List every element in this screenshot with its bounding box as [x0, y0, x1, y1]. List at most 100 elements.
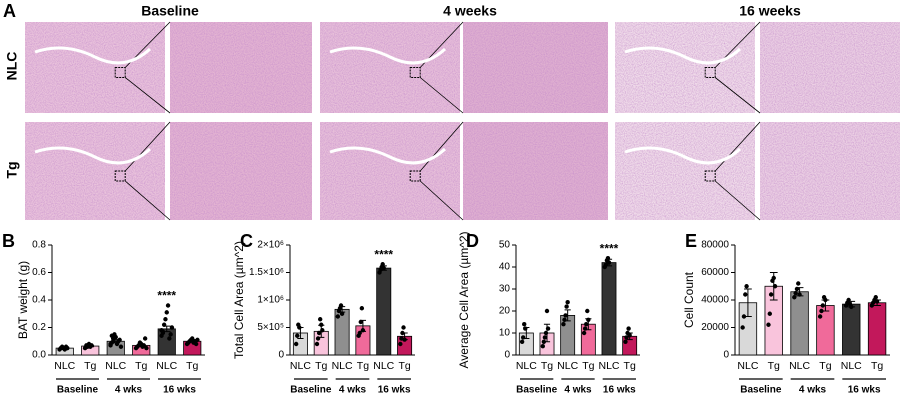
column-header: 4 weeks — [443, 3, 497, 19]
y-tick-label: 1.5×10⁶ — [249, 267, 284, 278]
data-point — [543, 330, 549, 336]
data-point — [766, 322, 771, 327]
data-point — [160, 330, 166, 336]
x-tick-label: Tg — [871, 360, 883, 372]
x-tick-label: Tg — [819, 360, 831, 372]
significance-label: **** — [600, 241, 619, 255]
data-point — [522, 322, 527, 327]
data-point — [819, 308, 824, 314]
data-point — [297, 325, 302, 330]
data-point — [563, 313, 568, 318]
x-tick-label: Tg — [624, 360, 636, 372]
data-point — [193, 341, 199, 347]
y-tick-label: 80000 — [701, 240, 729, 251]
data-point — [768, 292, 774, 297]
data-point — [767, 311, 772, 316]
zoom-box — [114, 67, 126, 78]
x-tick-label: NLC — [54, 360, 75, 372]
data-point — [627, 333, 632, 338]
x-tick-label: Tg — [768, 360, 780, 372]
data-point — [544, 308, 550, 314]
histology-overview — [615, 122, 755, 220]
data-point — [520, 335, 526, 340]
data-point — [295, 333, 300, 338]
data-point — [792, 295, 797, 300]
data-point — [581, 330, 587, 336]
y-tick-label: 0.6 — [32, 267, 46, 278]
data-point — [161, 322, 167, 327]
data-point — [317, 317, 323, 322]
data-point — [314, 341, 320, 347]
zoom-line — [419, 121, 464, 172]
data-point — [358, 319, 363, 325]
x-tick-label: Tg — [186, 360, 198, 372]
vessel — [624, 46, 742, 65]
y-tick-label: 0 — [723, 350, 729, 361]
data-point — [381, 265, 386, 271]
data-point — [796, 281, 801, 286]
x-tick-label: Tg — [315, 360, 327, 372]
data-point — [540, 344, 545, 349]
y-tick-label: 40 — [499, 262, 511, 273]
histology-zoom — [760, 122, 900, 220]
histology-overview — [615, 22, 755, 113]
panel-a — [25, 21, 900, 221]
data-point — [561, 322, 566, 327]
data-point — [163, 317, 168, 322]
data-point — [165, 303, 171, 308]
data-point — [873, 295, 878, 300]
group-label: 16 wks — [163, 385, 196, 396]
x-tick-label: Tg — [398, 360, 410, 372]
data-point — [401, 325, 406, 330]
data-point — [400, 330, 405, 336]
data-point — [820, 303, 825, 308]
data-point — [562, 317, 567, 322]
data-point — [118, 344, 124, 349]
data-point — [360, 328, 366, 333]
data-point — [794, 286, 800, 292]
data-point — [110, 339, 116, 344]
data-point — [359, 306, 365, 311]
data-point — [519, 339, 525, 344]
data-point — [605, 256, 611, 261]
data-point — [626, 326, 631, 331]
group-label: 4 wks — [339, 385, 367, 396]
data-point — [823, 297, 828, 303]
histology-overview — [320, 22, 460, 113]
data-point — [874, 299, 880, 304]
data-point — [771, 275, 776, 281]
column-header: Baseline — [141, 3, 199, 19]
y-axis-label: Cell Count — [682, 271, 696, 328]
x-tick-label: Tg — [582, 360, 594, 372]
group-label: 4 wks — [115, 385, 143, 396]
x-tick-label: Tg — [541, 360, 553, 372]
histology-zoom — [170, 122, 312, 220]
y-tick-label: 30 — [499, 284, 511, 295]
histology-zoom — [760, 22, 900, 113]
x-tick-label: NLC — [332, 360, 353, 372]
vessel — [624, 146, 742, 165]
vessel — [34, 146, 152, 165]
data-point — [541, 339, 547, 344]
vessel — [329, 146, 447, 165]
zoom-line — [419, 180, 464, 221]
bar — [816, 305, 835, 356]
data-point — [380, 262, 385, 267]
zoom-line — [714, 121, 761, 172]
data-point — [606, 260, 612, 265]
data-point — [113, 334, 118, 340]
group-label: Baseline — [290, 385, 332, 396]
zoom-line — [124, 77, 171, 114]
data-point — [817, 314, 823, 319]
data-point — [109, 333, 115, 338]
data-point — [523, 326, 528, 331]
group-label: 4 wks — [564, 385, 592, 396]
bar — [842, 303, 861, 356]
histology-overview — [25, 122, 165, 220]
data-point — [582, 326, 588, 331]
data-point — [744, 284, 749, 289]
data-point — [402, 337, 407, 342]
data-point — [545, 326, 551, 331]
y-tick-label: 0.2 — [32, 322, 46, 333]
data-point — [164, 310, 169, 315]
